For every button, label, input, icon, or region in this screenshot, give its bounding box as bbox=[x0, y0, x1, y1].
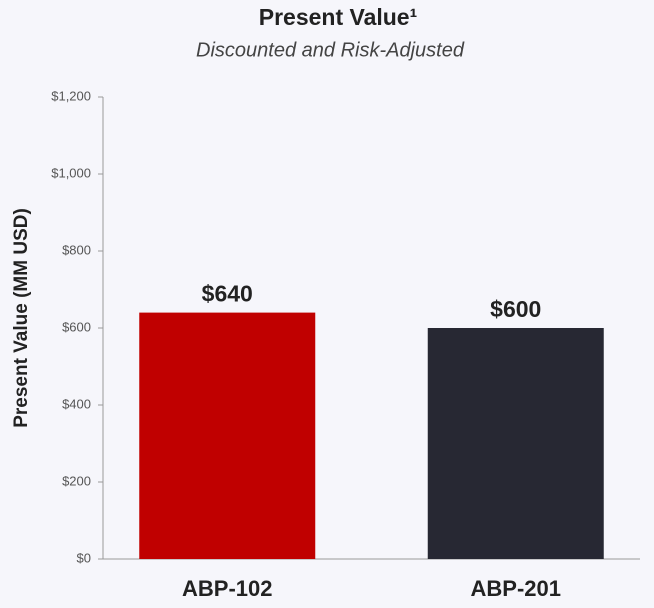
y-axis-label: Present Value (MM USD) bbox=[11, 208, 32, 428]
y-tick-label: $0 bbox=[77, 550, 91, 565]
chart-subtitle: Discounted and Risk-Adjusted bbox=[196, 39, 465, 61]
x-tick-label: ABP-102 bbox=[182, 576, 272, 601]
y-tick-label: $600 bbox=[62, 319, 91, 334]
y-tick-label: $400 bbox=[62, 396, 91, 411]
bar bbox=[139, 312, 316, 559]
y-tick-label: $1,000 bbox=[51, 165, 91, 180]
y-tick-label: $800 bbox=[62, 242, 91, 257]
chart-title: Present Value¹ bbox=[259, 4, 418, 30]
x-tick-label: ABP-201 bbox=[471, 576, 561, 601]
y-tick-label: $200 bbox=[62, 473, 91, 488]
bar bbox=[427, 328, 604, 559]
y-tick-label: $1,200 bbox=[51, 88, 91, 103]
value-label: $640 bbox=[202, 281, 253, 307]
value-label: $600 bbox=[490, 296, 541, 322]
